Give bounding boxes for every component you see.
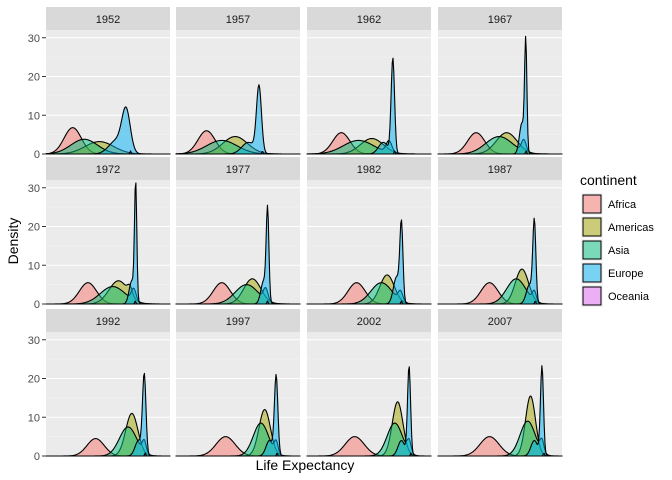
legend-label: Europe (608, 268, 643, 280)
facet-strip-label: 1987 (488, 164, 512, 176)
legend-item-europe: Europe (581, 262, 643, 284)
legend-swatch (582, 240, 602, 260)
legend-label: Oceania (608, 291, 650, 303)
facet-strip (307, 309, 431, 332)
panel-background (438, 30, 562, 154)
y-tick-label: 10 (28, 110, 40, 122)
facet-panel-1972: 1972 (45, 157, 171, 305)
facet-strip-label: 1952 (96, 14, 120, 26)
y-tick-label: 0 (34, 299, 40, 311)
legend-title: continent (580, 172, 637, 188)
facet-strip-label: 1992 (96, 316, 120, 328)
facet-panel-1997: 1997 (175, 309, 301, 457)
facet-strip (438, 157, 562, 180)
y-tick-label: 20 (28, 374, 40, 386)
facet-strip (176, 309, 300, 332)
y-tick-label: 30 (28, 183, 40, 195)
facet-panel-2007: 2007 (437, 309, 563, 457)
y-axis-ticks: 0 10 20 30 0 10 20 30 0 10 20 30 (28, 33, 46, 463)
facet-panel-1982: 1982 (306, 157, 432, 305)
y-tick-label: 30 (28, 33, 40, 45)
x-axis-title: Life Expectancy (256, 457, 355, 473)
density-curve-oceania-1957 (175, 150, 301, 155)
facet-strip (307, 157, 431, 180)
density-curve-oceania-1962 (306, 150, 432, 155)
legend-item-africa: Africa (581, 193, 637, 215)
panel-background (46, 30, 170, 154)
y-tick-label: 30 (28, 335, 40, 347)
density-curve-oceania-1982 (306, 300, 432, 305)
facet-strip (438, 7, 562, 30)
density-curve-oceania-2007 (437, 452, 563, 457)
facet-panel-1987: 1987 (437, 157, 563, 305)
y-tick-label: 0 (34, 451, 40, 463)
panel-background (46, 332, 170, 456)
facet-strip-label: 1997 (226, 316, 250, 328)
facet-panel-1967: 1967 (437, 7, 563, 155)
legend-keys: Africa Americas Asia Europe Oceania (581, 193, 654, 307)
facet-panel-2002: 2002 (306, 309, 432, 457)
density-curve-oceania-1992 (45, 452, 171, 457)
density-curve-oceania-1972 (45, 300, 171, 305)
panel-background (46, 180, 170, 304)
density-curve-oceania-1977 (175, 300, 301, 305)
legend: continent Africa Americas Asia Europe Oceani… (580, 172, 654, 307)
facet-strip-label: 1977 (226, 164, 250, 176)
panel-background (176, 30, 300, 154)
legend-swatch (582, 263, 602, 283)
facet-strip-label: 1962 (357, 14, 381, 26)
facet-strip-label: 2007 (488, 316, 512, 328)
facet-strip-label: 1967 (488, 14, 512, 26)
panel-background (176, 332, 300, 456)
facet-strip-label: 1972 (96, 164, 120, 176)
panel-background (438, 180, 562, 304)
facet-panel-1962: 1962 (306, 7, 432, 155)
facet-strip-label: 1957 (226, 14, 250, 26)
facet-panel-1957: 1957 (175, 7, 301, 155)
facet-panel-1977: 1977 (175, 157, 301, 305)
facet-strip-label: 2002 (357, 316, 381, 328)
panel-background (307, 30, 431, 154)
panel-background (307, 180, 431, 304)
legend-swatch (582, 194, 602, 214)
facet-strip (46, 157, 170, 180)
facet-strip (176, 7, 300, 30)
legend-label: Americas (608, 222, 654, 234)
facet-strip (176, 157, 300, 180)
y-tick-label: 20 (28, 72, 40, 84)
legend-label: Asia (608, 245, 630, 257)
y-tick-label: 0 (34, 149, 40, 161)
legend-swatch (582, 217, 602, 237)
facet-strip-label: 1982 (357, 164, 381, 176)
facet-strip (307, 7, 431, 30)
panel-background (176, 180, 300, 304)
facet-panel-1992: 1992 (45, 309, 171, 457)
facet-strip (46, 7, 170, 30)
y-axis-title: Density (5, 218, 21, 265)
y-tick-label: 10 (28, 412, 40, 424)
legend-item-asia: Asia (581, 239, 630, 261)
legend-item-oceania: Oceania (581, 285, 650, 307)
facet-panel-1952: 1952 (45, 7, 171, 155)
density-curve-oceania-1952 (45, 150, 171, 155)
y-tick-label: 10 (28, 260, 40, 272)
density-curve-oceania-2002 (306, 452, 432, 457)
facet-panels: 1952 1957 1962 1967 1972 1977 1982 1987 1992 1997… (45, 7, 563, 457)
y-tick-label: 20 (28, 222, 40, 234)
facet-strip (438, 309, 562, 332)
legend-item-americas: Americas (581, 216, 654, 238)
legend-label: Africa (608, 199, 637, 211)
facet-strip (46, 309, 170, 332)
panel-background (307, 332, 431, 456)
density-curve-oceania-1967 (437, 150, 563, 155)
density-curve-oceania-1987 (437, 300, 563, 305)
legend-swatch (582, 286, 602, 306)
density-curve-oceania-1997 (175, 452, 301, 457)
